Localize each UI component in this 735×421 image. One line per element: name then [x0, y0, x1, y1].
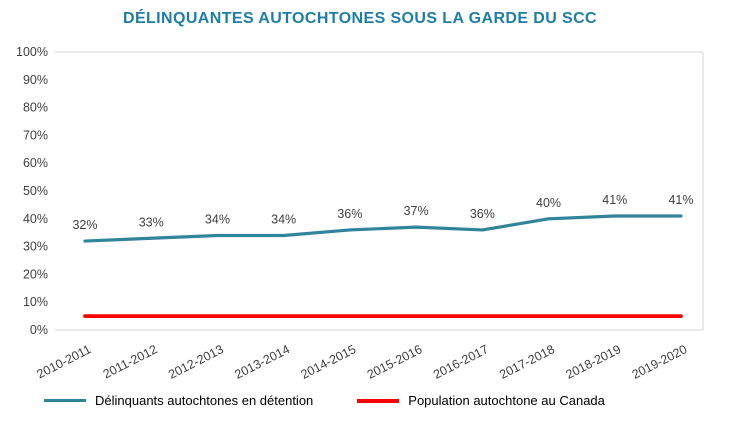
x-tick-label: 2016-2017 [431, 342, 491, 382]
series-line-0 [83, 214, 683, 243]
x-tick-label: 2011-2012 [101, 342, 160, 381]
data-label: 40% [536, 196, 561, 210]
y-tick-label: 60% [23, 156, 48, 170]
data-label: 32% [72, 218, 97, 232]
x-tick-label: 2010-2011 [35, 342, 94, 381]
x-tick-label: 2019-2020 [630, 342, 690, 382]
data-label: 33% [139, 215, 164, 229]
y-tick-label: 100% [16, 45, 48, 59]
x-tick-label: 2012-2013 [166, 342, 226, 382]
legend-item-population: Population autochtone au Canada [357, 393, 605, 408]
data-label: 34% [205, 212, 230, 226]
data-label: 36% [337, 207, 362, 221]
legend-item-detention: Délinquants autochtones en détention [44, 393, 313, 408]
data-label: 41% [602, 193, 627, 207]
y-tick-label: 0% [30, 323, 48, 337]
chart-title: DÉLINQUANTES AUTOCHTONES SOUS LA GARDE D… [122, 10, 598, 27]
data-label: 41% [668, 193, 693, 207]
legend-label-population: Population autochtone au Canada [408, 393, 605, 408]
data-label: 37% [404, 204, 429, 218]
y-tick-label: 90% [23, 73, 48, 87]
y-tick-label: 10% [23, 295, 48, 309]
legend: Délinquants autochtones en détention Pop… [44, 393, 605, 408]
y-tick-label: 30% [23, 240, 48, 254]
y-tick-label: 80% [23, 101, 48, 115]
data-label: 36% [470, 207, 495, 221]
data-label: 34% [271, 212, 296, 226]
y-tick-label: 40% [23, 212, 48, 226]
y-tick-label: 20% [23, 267, 48, 281]
x-tick-label: 2015-2016 [365, 342, 425, 382]
x-tick-label: 2017-2018 [497, 342, 557, 382]
legend-label-detention: Délinquants autochtones en détention [95, 393, 314, 408]
x-tick-label: 2013-2014 [232, 342, 292, 382]
legend-line-detention-icon [44, 399, 86, 402]
x-tick-label: 2014-2015 [299, 342, 359, 382]
y-tick-label: 70% [23, 128, 48, 142]
legend-line-population-icon [357, 398, 400, 403]
y-tick-label: 50% [23, 184, 48, 198]
x-tick-label: 2018-2019 [564, 342, 624, 382]
